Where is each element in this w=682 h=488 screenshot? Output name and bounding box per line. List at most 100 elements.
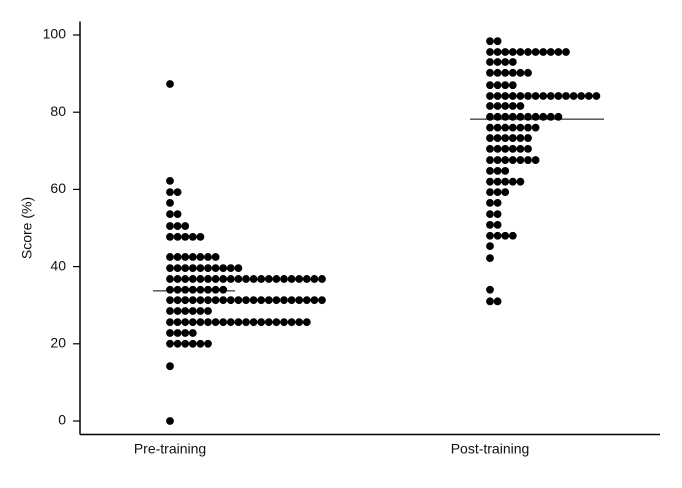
dot bbox=[508, 92, 517, 100]
dot bbox=[204, 318, 212, 327]
dot bbox=[264, 296, 273, 305]
dot bbox=[508, 177, 517, 186]
dot-row bbox=[166, 362, 174, 371]
dot bbox=[501, 166, 510, 175]
dot-row bbox=[486, 156, 540, 164]
dot bbox=[264, 275, 273, 283]
dot bbox=[486, 297, 494, 306]
dot bbox=[508, 102, 517, 110]
x-tick-label: Post-training bbox=[451, 441, 530, 457]
dot bbox=[173, 307, 182, 315]
dot bbox=[486, 188, 494, 197]
dot bbox=[493, 188, 502, 197]
dot bbox=[188, 307, 197, 315]
dot bbox=[486, 254, 494, 263]
dot bbox=[516, 68, 525, 77]
dot bbox=[249, 275, 258, 283]
dot-row bbox=[486, 37, 502, 46]
dot bbox=[242, 275, 250, 283]
dot bbox=[166, 199, 174, 207]
dot bbox=[501, 81, 510, 90]
dot bbox=[188, 296, 197, 305]
dot bbox=[234, 296, 243, 305]
dot bbox=[196, 275, 205, 283]
dot bbox=[219, 296, 228, 305]
dot bbox=[181, 222, 190, 230]
dot bbox=[166, 339, 174, 348]
dot bbox=[242, 296, 250, 305]
dot bbox=[516, 156, 525, 164]
dot bbox=[188, 285, 197, 294]
dot-row bbox=[166, 329, 197, 337]
dot bbox=[226, 296, 235, 305]
dot bbox=[508, 231, 517, 240]
dot bbox=[508, 68, 517, 77]
dot bbox=[592, 92, 601, 100]
dot bbox=[310, 296, 319, 305]
dot bbox=[166, 232, 174, 241]
dot bbox=[173, 329, 182, 337]
dot bbox=[249, 296, 258, 305]
dot bbox=[204, 285, 212, 294]
dot bbox=[234, 264, 243, 273]
dot bbox=[287, 296, 296, 305]
dot bbox=[188, 275, 197, 283]
dot bbox=[173, 296, 182, 305]
dot bbox=[166, 362, 174, 371]
dot bbox=[166, 264, 174, 273]
dot bbox=[493, 48, 502, 56]
dot bbox=[493, 68, 502, 77]
dot bbox=[516, 92, 525, 100]
dot-row bbox=[486, 221, 502, 229]
dot bbox=[486, 134, 494, 142]
dot bbox=[219, 275, 228, 283]
dot-row bbox=[166, 232, 205, 241]
dot bbox=[539, 48, 548, 56]
dot bbox=[287, 275, 296, 283]
dot bbox=[173, 222, 182, 230]
dot-row bbox=[486, 68, 532, 77]
dot bbox=[173, 339, 182, 348]
dot bbox=[531, 92, 540, 100]
dot bbox=[181, 339, 190, 348]
dot bbox=[524, 156, 532, 164]
dot bbox=[584, 92, 593, 100]
dot bbox=[219, 318, 228, 327]
dot bbox=[493, 102, 502, 110]
dot bbox=[302, 275, 311, 283]
dot bbox=[318, 275, 326, 283]
dot bbox=[257, 296, 266, 305]
dot bbox=[493, 221, 502, 229]
dot bbox=[501, 134, 510, 142]
dot bbox=[569, 92, 578, 100]
dot bbox=[508, 48, 517, 56]
dot bbox=[226, 318, 235, 327]
dot bbox=[249, 318, 258, 327]
dot bbox=[493, 210, 502, 219]
dot-row bbox=[166, 199, 174, 207]
dot bbox=[188, 339, 197, 348]
dot bbox=[204, 339, 212, 348]
dot bbox=[211, 285, 220, 294]
dot bbox=[501, 188, 510, 197]
dot-row bbox=[486, 177, 525, 186]
dot bbox=[272, 318, 281, 327]
dot bbox=[554, 92, 563, 100]
dot bbox=[501, 48, 510, 56]
dot bbox=[196, 307, 205, 315]
dot bbox=[531, 156, 540, 164]
dot bbox=[508, 134, 517, 142]
dot bbox=[501, 177, 510, 186]
dot bbox=[516, 144, 525, 153]
dot bbox=[188, 264, 197, 273]
dot-row bbox=[486, 254, 494, 263]
dot bbox=[524, 68, 532, 77]
dot bbox=[173, 210, 182, 219]
dot bbox=[493, 156, 502, 164]
dot bbox=[166, 296, 174, 305]
dot bbox=[181, 275, 190, 283]
dot bbox=[508, 58, 517, 66]
dot-row bbox=[166, 210, 182, 219]
dot bbox=[166, 285, 174, 294]
dot bbox=[486, 48, 494, 56]
